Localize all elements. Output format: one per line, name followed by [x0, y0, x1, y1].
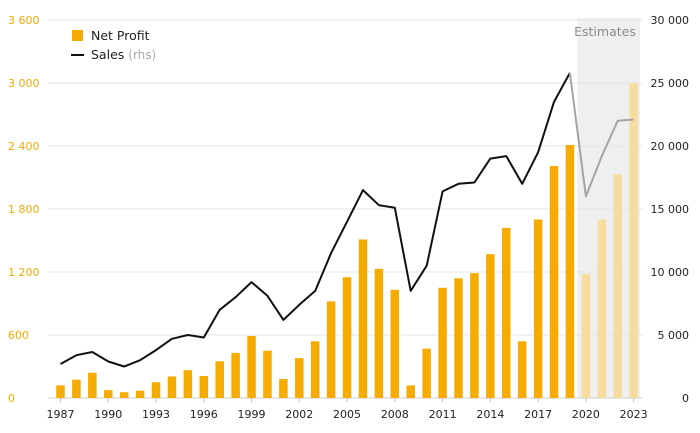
- net-profit-bar: [183, 370, 193, 398]
- net-profit-bar: [358, 239, 368, 398]
- net-profit-bar: [597, 219, 607, 398]
- net-profit-bar: [247, 336, 256, 398]
- left-axis-tick-label: 3 600: [8, 14, 40, 27]
- right-axis-tick-label: 10 000: [651, 266, 690, 279]
- net-profit-bar: [581, 274, 591, 398]
- right-axis-tick-label: 30 000: [651, 14, 690, 27]
- x-axis-tick-label: 2008: [381, 408, 409, 421]
- net-profit-bar: [438, 287, 447, 398]
- left-axis-tick-label: 0: [8, 392, 15, 405]
- legend-net-profit-swatch: [72, 30, 83, 41]
- x-axis-tick-label: 2023: [620, 408, 648, 421]
- x-axis-tick-label: 1993: [142, 408, 170, 421]
- left-axis-tick-label: 1 200: [8, 266, 40, 279]
- x-axis-tick-label: 1999: [238, 408, 266, 421]
- net-profit-bar: [533, 219, 543, 398]
- net-profit-bar: [167, 376, 177, 398]
- x-axis-tick-label: 2002: [285, 408, 313, 421]
- net-profit-bar: [454, 278, 463, 398]
- left-axis-tick-label: 1 800: [8, 203, 40, 216]
- legend-sales-suffix: (rhs): [128, 48, 156, 62]
- net-profit-bar: [565, 144, 575, 398]
- left-axis-tick-label: 2 400: [8, 140, 40, 153]
- net-profit-bar: [88, 372, 97, 398]
- net-profit-bar: [549, 165, 559, 398]
- net-profit-bar: [279, 379, 288, 398]
- right-axis-tick-label: 15 000: [651, 203, 690, 216]
- legend: Net Profit Sales (rhs): [71, 28, 156, 62]
- net-profit-bar: [406, 385, 415, 398]
- net-profit-bar: [422, 348, 431, 398]
- left-axis-ticks: 0 600 1 200 1 800 2 400 3 000 3 600: [8, 14, 40, 405]
- net-profit-bar: [613, 174, 622, 398]
- x-axis-tick-label: 1987: [47, 408, 75, 421]
- net-profit-bar: [199, 375, 209, 398]
- x-axis-tick-label: 2017: [524, 408, 552, 421]
- x-axis-tick-label: 2014: [476, 408, 504, 421]
- net-profit-bar: [517, 341, 527, 398]
- net-profit-bar: [119, 392, 129, 398]
- sales-line: [60, 72, 634, 368]
- x-axis-tick-label: 1996: [190, 408, 218, 421]
- sales-line-actual: [60, 72, 571, 368]
- net-profit-bar: [231, 352, 240, 398]
- legend-net-profit-label: Net Profit: [91, 28, 150, 43]
- x-axis-tick-label: 2020: [572, 408, 600, 421]
- net-profit-bar: [135, 390, 145, 398]
- legend-sales-name: Sales: [91, 47, 124, 62]
- net-profit-bar: [310, 341, 320, 398]
- net-profit-bar: [215, 361, 224, 398]
- net-profit-bar: [72, 379, 81, 398]
- net-profit-bar: [104, 390, 113, 398]
- net-profit-bar: [151, 382, 161, 398]
- net-profit-bar: [390, 289, 400, 398]
- x-axis-tick-label: 2011: [429, 408, 457, 421]
- net-profit-bar: [326, 301, 336, 398]
- net-profit-bars: [56, 83, 638, 398]
- right-axis-ticks: 0 5 000 10 000 15 000 20 000 25 000 30 000: [651, 14, 690, 405]
- net-profit-bar: [629, 83, 638, 398]
- estimates-label: Estimates: [574, 24, 636, 39]
- right-axis-tick-label: 20 000: [651, 140, 690, 153]
- net-profit-bar: [342, 277, 352, 398]
- left-axis-tick-label: 3 000: [8, 77, 40, 90]
- net-profit-bar: [56, 385, 65, 398]
- net-profit-bar: [263, 350, 272, 398]
- right-axis-tick-label: 0: [682, 392, 689, 405]
- left-axis-tick-label: 600: [8, 329, 29, 342]
- right-axis-tick-label: 25 000: [651, 77, 690, 90]
- sales-line-estimate: [568, 72, 634, 198]
- x-axis-tick-label: 2005: [333, 408, 361, 421]
- net-profit-bar: [470, 273, 479, 398]
- net-profit-bar: [486, 254, 495, 398]
- legend-sales-label: Sales (rhs): [91, 47, 156, 62]
- x-axis-ticks: 1987 1990 1993 1996 1999 2002 2005 2008 2011 2014…: [47, 398, 648, 421]
- net-profit-bar: [502, 227, 511, 398]
- net-profit-bar: [374, 268, 384, 398]
- right-axis-tick-label: 5 000: [658, 329, 690, 342]
- net-profit-bar: [295, 358, 304, 398]
- x-axis-tick-label: 1990: [94, 408, 122, 421]
